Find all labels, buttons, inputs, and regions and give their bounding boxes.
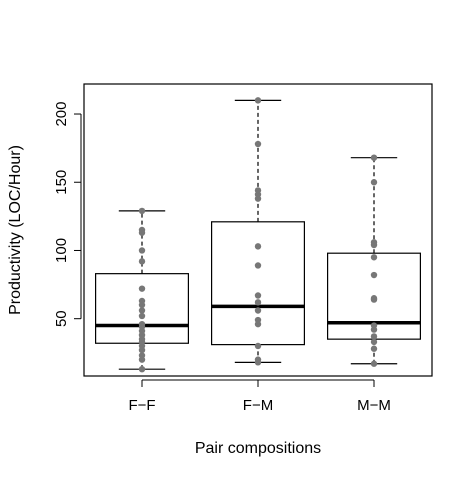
data-point [370,254,378,261]
data-point [138,258,146,265]
data-point [254,342,262,350]
data-point [254,307,262,314]
data-point [254,316,262,324]
x-tick-label: F−F [128,397,155,414]
data-point [138,307,146,314]
box-3 [327,157,422,365]
data-point [254,262,262,269]
data-point [370,239,378,246]
data-point [138,285,146,292]
data-point [370,322,378,329]
data-point [370,360,378,367]
x-axis-title: Pair compositions [195,440,321,457]
data-point [370,295,378,302]
data-point [254,97,262,104]
data-point [138,352,146,359]
data-point [254,356,262,363]
data-point [254,299,262,306]
x-axis: F−F F−M M−M [128,379,391,414]
data-point [370,154,378,161]
x-tick-label: M−M [357,397,391,414]
data-point [138,312,146,320]
y-tick-label: 200 [53,102,70,127]
y-tick-label: 150 [53,170,70,195]
y-tick-label: 50 [53,310,70,327]
data-point [254,292,262,299]
data-points [138,97,378,373]
data-point [370,333,378,340]
y-tick-label: 100 [53,238,70,263]
data-point [254,187,262,194]
data-point [138,365,146,373]
data-point [254,140,262,148]
data-point [138,320,146,328]
plot-frame [83,83,433,377]
data-point [138,247,146,254]
data-point [138,297,146,305]
data-point [254,243,262,250]
data-point [370,338,378,346]
data-point [370,271,378,279]
data-point [370,345,378,352]
data-point [370,179,378,186]
y-axis: 50 100 150 200 [53,102,82,327]
data-point [138,226,146,234]
y-axis-title: Productivity (LOC/Hour) [7,145,24,315]
data-point [138,207,146,215]
x-tick-label: F−M [243,397,273,414]
